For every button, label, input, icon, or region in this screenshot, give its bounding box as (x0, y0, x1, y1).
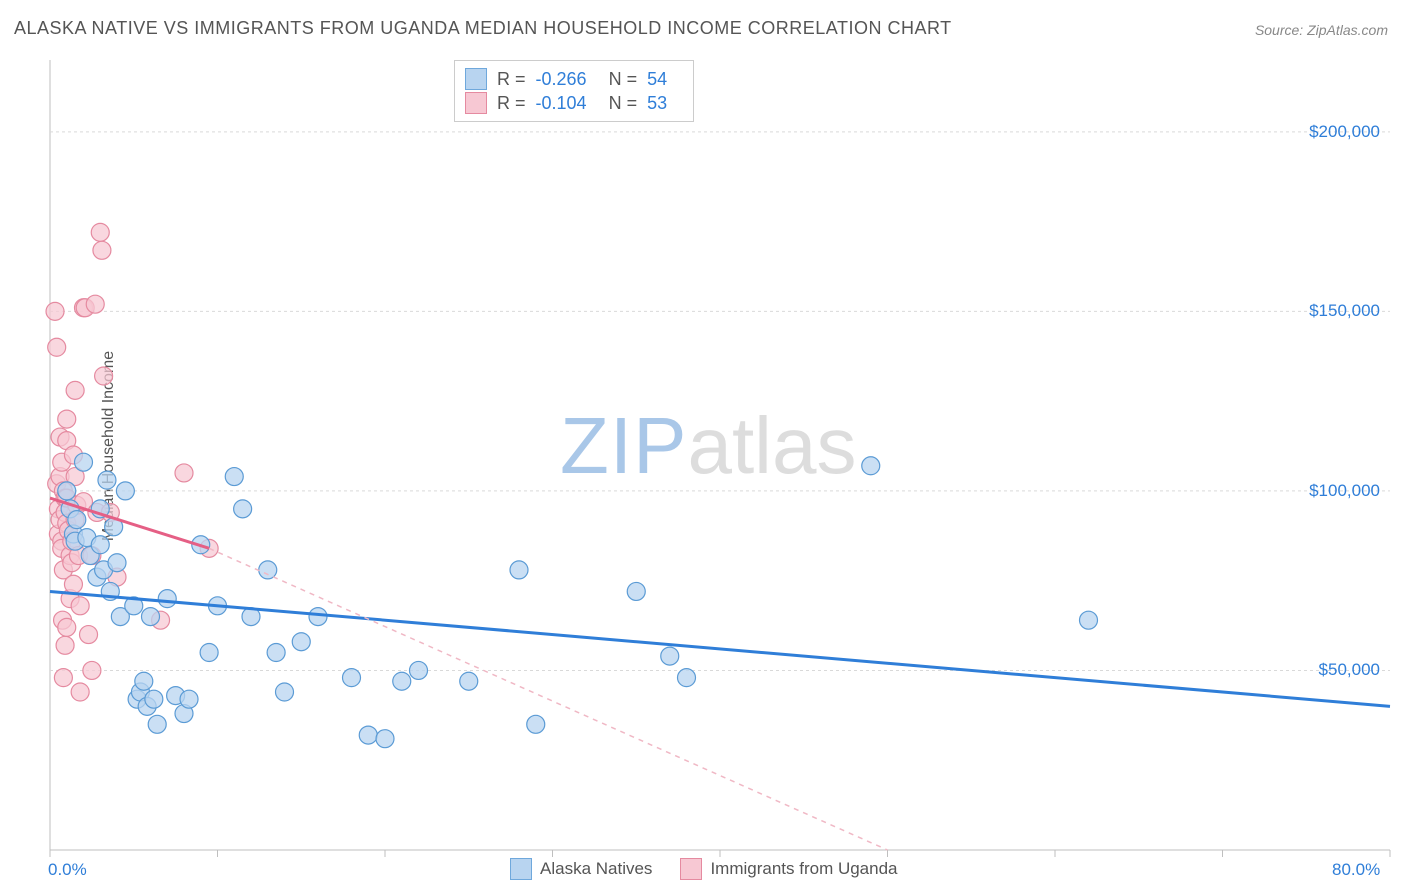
y-tick-label: $150,000 (1280, 301, 1380, 321)
stat-value: 54 (647, 69, 667, 90)
legend-swatch (510, 858, 532, 880)
stats-swatch (465, 68, 487, 90)
stat-value: -0.266 (536, 69, 587, 90)
legend-swatch (680, 858, 702, 880)
stat-value: -0.104 (536, 93, 587, 114)
legend-item: Immigrants from Uganda (680, 858, 897, 880)
legend-label: Alaska Natives (540, 859, 652, 879)
stat-label: N = (609, 93, 638, 114)
legend: Alaska Natives Immigrants from Uganda (510, 858, 898, 880)
y-tick-label: $50,000 (1280, 660, 1380, 680)
legend-item: Alaska Natives (510, 858, 652, 880)
stats-row: R = -0.266 N = 54 (465, 67, 679, 91)
legend-label: Immigrants from Uganda (710, 859, 897, 879)
stat-label: R = (497, 69, 526, 90)
stat-label: N = (609, 69, 638, 90)
chart-container: ALASKA NATIVE VS IMMIGRANTS FROM UGANDA … (0, 0, 1406, 892)
stats-swatch (465, 92, 487, 114)
x-tick-max: 80.0% (1332, 860, 1380, 880)
y-tick-label: $100,000 (1280, 481, 1380, 501)
y-tick-label: $200,000 (1280, 122, 1380, 142)
scatter-chart (0, 0, 1406, 892)
correlation-stats-box: R = -0.266 N = 54 R = -0.104 N = 53 (454, 60, 694, 122)
x-tick-min: 0.0% (48, 860, 87, 880)
stats-row: R = -0.104 N = 53 (465, 91, 679, 115)
stat-label: R = (497, 93, 526, 114)
stat-value: 53 (647, 93, 667, 114)
